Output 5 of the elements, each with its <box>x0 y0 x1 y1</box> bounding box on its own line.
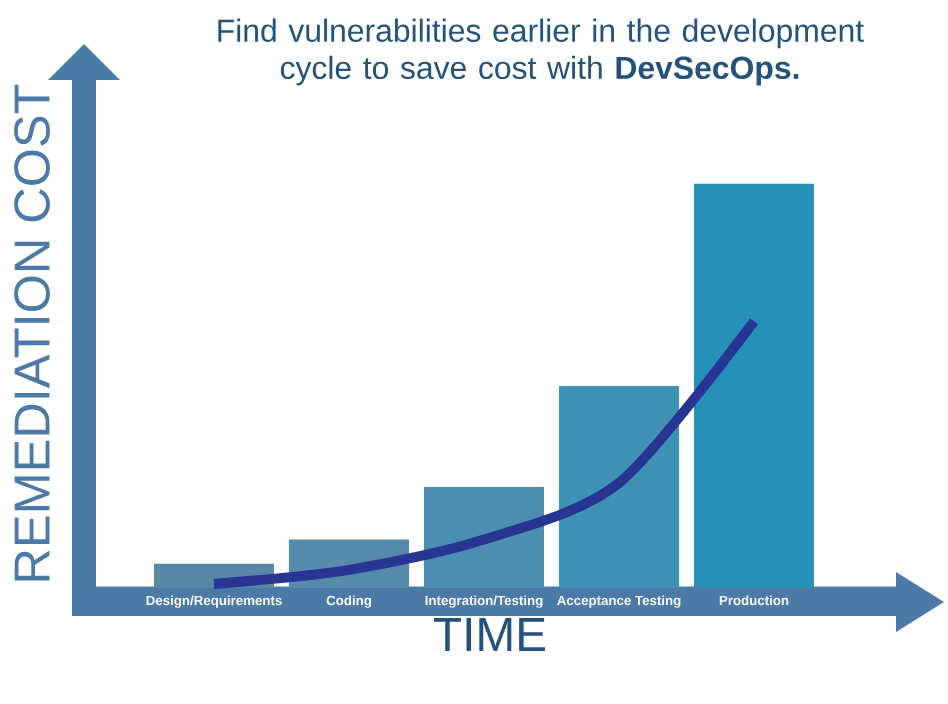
bar <box>559 385 679 588</box>
x-axis-title: TIME <box>433 618 546 651</box>
chart-title: Find vulnerabilities earlier in the development cycle to save cost with DevSecOps. <box>218 18 864 86</box>
y-axis-title: REMEDIATION COST <box>14 84 50 581</box>
bar <box>693 183 814 588</box>
